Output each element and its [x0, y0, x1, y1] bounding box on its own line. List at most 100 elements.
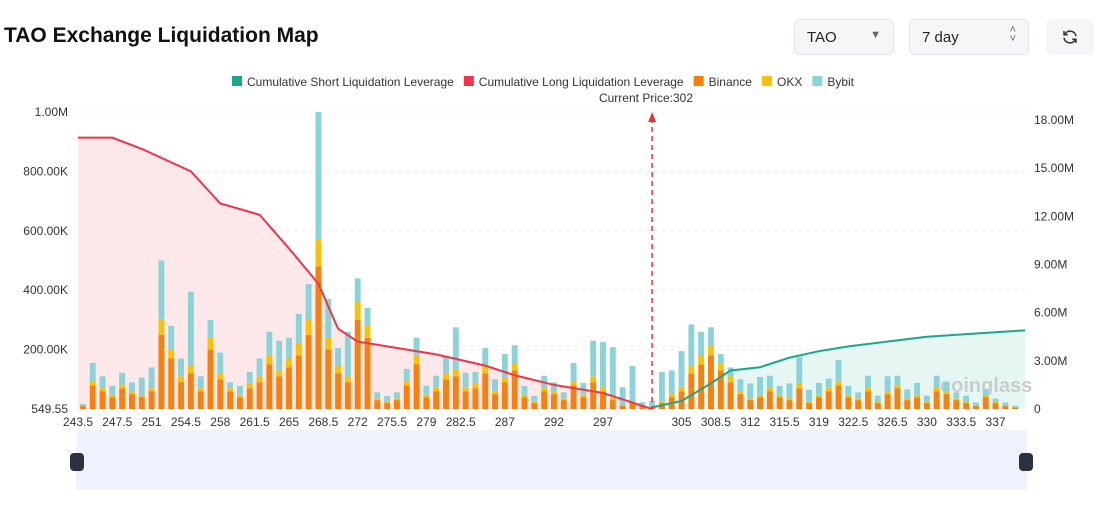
- long-cumulative-line: [78, 136, 653, 410]
- bar-okx: [315, 239, 322, 267]
- bar-bybit: [492, 379, 499, 392]
- bar-binance: [766, 391, 773, 409]
- bar-bybit: [325, 299, 332, 338]
- bar-bybit: [158, 260, 165, 320]
- y-right-tick: 18.00M: [1034, 113, 1074, 127]
- bar-okx: [1002, 405, 1009, 407]
- bar-binance: [953, 400, 960, 409]
- bar-bybit: [1012, 405, 1019, 408]
- period-select[interactable]: 7 day ˄ ˅: [909, 19, 1029, 55]
- bar-okx: [963, 401, 970, 404]
- bar-bybit: [511, 345, 518, 363]
- bar-bybit: [246, 371, 253, 384]
- zoom-handle-left[interactable]: [70, 453, 84, 471]
- bar-okx: [972, 405, 979, 407]
- bar-binance: [845, 397, 852, 409]
- x-tick: 322.5: [838, 415, 868, 429]
- bar-okx: [413, 355, 420, 365]
- bar-bybit: [963, 395, 970, 402]
- bar-bybit: [403, 368, 410, 381]
- bar-binance: [943, 394, 950, 409]
- bar-binance: [815, 397, 822, 409]
- bar-binance: [207, 349, 214, 409]
- bar-okx: [482, 365, 489, 374]
- bar-bybit: [344, 331, 351, 377]
- y-left-tick: 400.00K: [23, 283, 68, 297]
- x-tick: 308.5: [701, 415, 731, 429]
- bar-okx: [246, 383, 253, 389]
- bar-bybit: [855, 392, 862, 399]
- bar-binance: [609, 400, 616, 409]
- bar-okx: [796, 383, 803, 389]
- bar-okx: [295, 343, 302, 356]
- x-tick: 272: [348, 415, 368, 429]
- bar-binance: [325, 349, 332, 409]
- bar-bybit: [904, 389, 911, 399]
- bar-binance: [737, 394, 744, 409]
- bar-bybit: [845, 385, 852, 395]
- bar-binance: [393, 400, 400, 409]
- bar-binance: [403, 385, 410, 409]
- bar-okx: [433, 387, 440, 392]
- bar-okx: [747, 398, 754, 401]
- bar-binance: [551, 394, 557, 409]
- bar-bybit: [629, 365, 636, 402]
- x-tick: 337: [986, 415, 1006, 429]
- y-right-tick: 6.00M: [1034, 306, 1067, 320]
- bar-binance: [727, 382, 734, 409]
- bar-okx: [737, 391, 744, 395]
- bar-binance: [295, 355, 302, 409]
- bar-okx: [531, 401, 538, 404]
- bar-okx: [590, 376, 597, 383]
- bar-binance: [982, 397, 989, 409]
- bar-binance: [452, 376, 459, 409]
- x-tick: 247.5: [102, 415, 132, 429]
- bar-binance: [99, 391, 106, 409]
- bar-okx: [786, 398, 793, 401]
- bar-bybit: [982, 388, 989, 395]
- bar-okx: [874, 401, 881, 404]
- bar-binance: [138, 397, 145, 409]
- bar-bybit: [305, 284, 312, 320]
- y-right-tick: 12.00M: [1034, 209, 1074, 223]
- y-right-tick: 9.00M: [1034, 258, 1067, 272]
- legend-swatch: [693, 76, 704, 86]
- bar-bybit: [776, 385, 783, 395]
- bar-okx: [668, 394, 675, 398]
- zoom-slider-track[interactable]: [76, 430, 1027, 490]
- bar-bybit: [462, 372, 469, 388]
- bar-binance: [835, 385, 842, 409]
- bar-bybit: [796, 357, 803, 384]
- bar-okx: [766, 387, 773, 392]
- symbol-select[interactable]: TAO ▼: [794, 19, 894, 55]
- bar-bybit: [678, 351, 685, 387]
- bar-okx: [129, 391, 135, 395]
- watermark: coinglass: [940, 375, 1032, 397]
- refresh-button[interactable]: [1046, 19, 1094, 55]
- bar-bybit: [335, 348, 342, 366]
- x-tick: 275.5: [377, 415, 407, 429]
- bar-bybit: [835, 359, 842, 381]
- bar-binance: [600, 391, 606, 409]
- bar-bybit: [374, 392, 381, 399]
- legend-item: Cumulative Long Liquidation Leverage: [479, 75, 684, 89]
- bar-binance: [109, 397, 116, 409]
- bar-binance: [433, 391, 440, 409]
- bar-bybit: [806, 389, 813, 402]
- bar-binance: [217, 379, 224, 409]
- bar-bybit: [668, 370, 675, 395]
- long-area: [78, 137, 653, 409]
- bar-okx: [501, 377, 508, 383]
- bar-binance: [933, 391, 940, 409]
- x-tick: 287: [495, 415, 515, 429]
- bar-okx: [286, 358, 292, 368]
- bar-bybit: [992, 398, 999, 402]
- bar-binance: [178, 382, 184, 409]
- zoom-handle-right[interactable]: [1019, 453, 1033, 471]
- legend-item: Bybit: [827, 75, 854, 89]
- bar-binance: [914, 397, 920, 409]
- bar-binance: [580, 397, 587, 409]
- bar-bybit: [129, 382, 135, 392]
- bar-binance: [472, 388, 479, 409]
